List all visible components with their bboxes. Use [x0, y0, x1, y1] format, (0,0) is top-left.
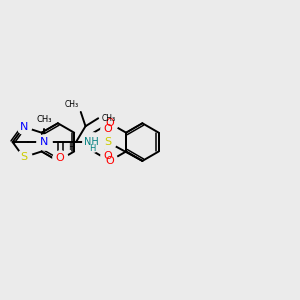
Text: O: O [103, 151, 112, 160]
Text: N: N [20, 122, 28, 132]
Text: CH₃: CH₃ [101, 114, 115, 123]
Text: NH: NH [85, 137, 99, 147]
Text: O: O [105, 156, 114, 166]
Text: H: H [68, 142, 74, 152]
Text: CH₃: CH₃ [37, 115, 52, 124]
Text: S: S [104, 137, 111, 147]
Text: O: O [103, 124, 112, 134]
Text: O: O [105, 118, 114, 128]
Text: S: S [20, 152, 27, 162]
Text: O: O [56, 153, 64, 163]
Text: CH₃: CH₃ [64, 100, 79, 109]
Text: H: H [89, 143, 95, 152]
Text: N: N [40, 137, 49, 147]
